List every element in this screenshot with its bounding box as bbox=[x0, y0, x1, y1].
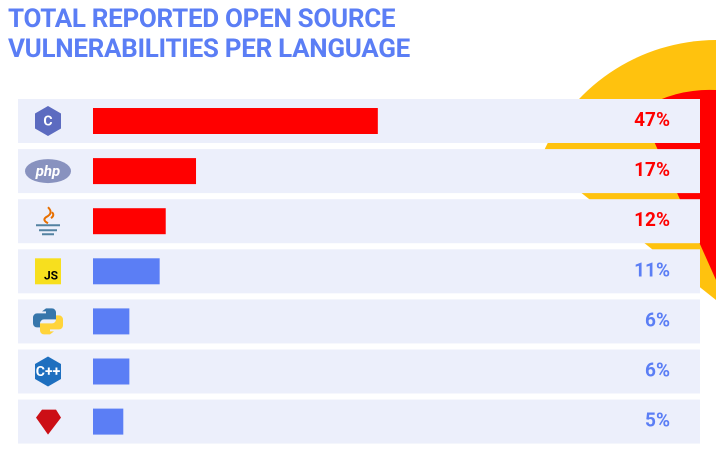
bar bbox=[93, 158, 197, 185]
value-label: 12% bbox=[634, 208, 670, 231]
logo-shape bbox=[36, 224, 60, 236]
logo-shape bbox=[40, 315, 63, 335]
value-label: 5% bbox=[645, 409, 670, 432]
row-band bbox=[18, 349, 700, 394]
logo-label: C++ bbox=[36, 364, 61, 380]
logo-shape bbox=[35, 106, 61, 136]
logo-label: C bbox=[43, 114, 52, 130]
logo-shape bbox=[36, 409, 61, 435]
language-logo: C bbox=[35, 106, 61, 136]
language-logo: JS bbox=[35, 258, 61, 285]
bar bbox=[93, 258, 160, 285]
language-logo bbox=[33, 308, 63, 335]
value-label: 11% bbox=[634, 258, 670, 281]
language-logo bbox=[36, 206, 60, 236]
language-logo bbox=[36, 409, 61, 435]
logo-label: php bbox=[35, 162, 61, 180]
language-logo: php bbox=[25, 159, 71, 184]
row-band bbox=[18, 399, 700, 444]
row-band bbox=[18, 299, 700, 344]
value-label: 47% bbox=[634, 108, 670, 131]
bar bbox=[93, 108, 378, 134]
value-label: 17% bbox=[634, 158, 670, 181]
logo-label: JS bbox=[44, 268, 58, 282]
bar bbox=[93, 408, 124, 435]
logo-shape bbox=[35, 356, 61, 387]
bar bbox=[93, 358, 130, 385]
value-label: 6% bbox=[645, 359, 670, 382]
logo-shape bbox=[35, 258, 61, 285]
value-label: 6% bbox=[645, 308, 670, 331]
bar bbox=[93, 208, 166, 235]
bar bbox=[93, 308, 130, 335]
logo-shape bbox=[25, 159, 71, 184]
logo-shape bbox=[33, 308, 56, 328]
logo-shape bbox=[43, 206, 55, 225]
chart-title: TOTAL REPORTED OPEN SOURCE VULNERABILITI… bbox=[8, 4, 410, 64]
language-logo: C++ bbox=[35, 356, 61, 387]
